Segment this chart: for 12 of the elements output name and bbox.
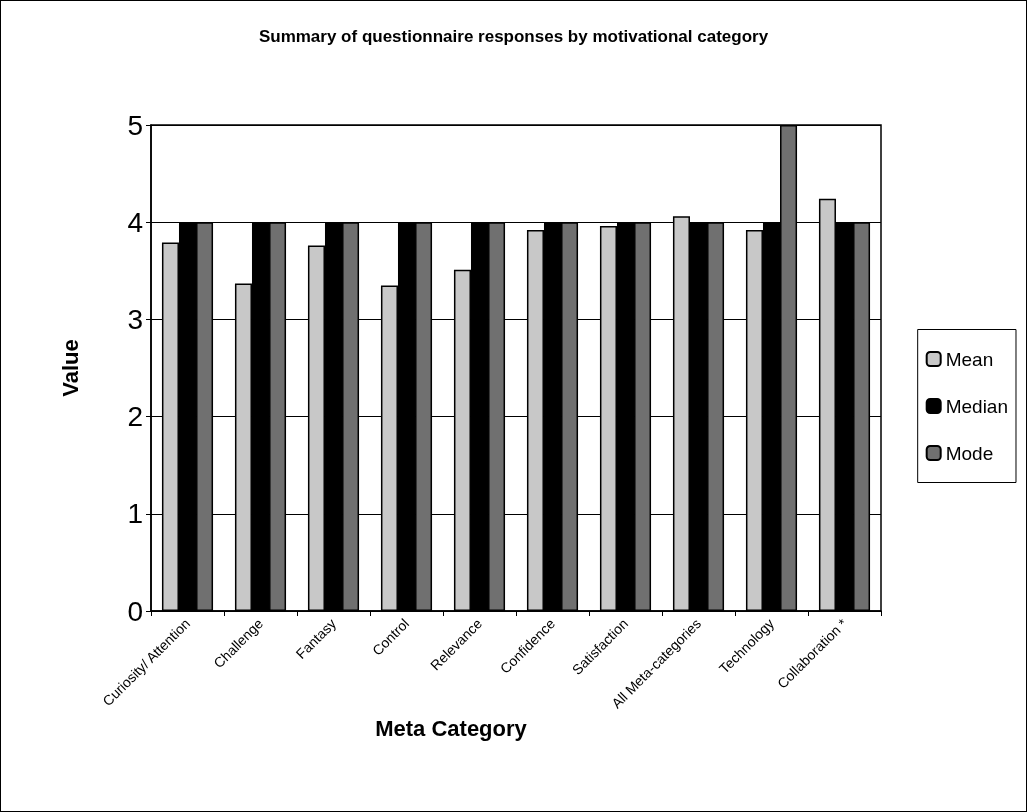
y-tick-label: 2 (127, 401, 143, 433)
chart-title: Summary of questionnaire responses by motivational category (258, 27, 769, 46)
y-tick-label: 3 (127, 303, 143, 335)
y-tick-label: 4 (127, 206, 143, 238)
y-tick-label: 0 (127, 595, 143, 627)
legend-label: Mode (945, 442, 994, 464)
y-axis-title: Value (57, 339, 83, 397)
legend-label: Median (945, 395, 1009, 417)
x-axis-title: Meta Category (375, 716, 528, 742)
legend-label: Mean (945, 348, 994, 370)
y-tick-label: 1 (127, 498, 143, 530)
y-tick-label: 5 (127, 109, 143, 141)
